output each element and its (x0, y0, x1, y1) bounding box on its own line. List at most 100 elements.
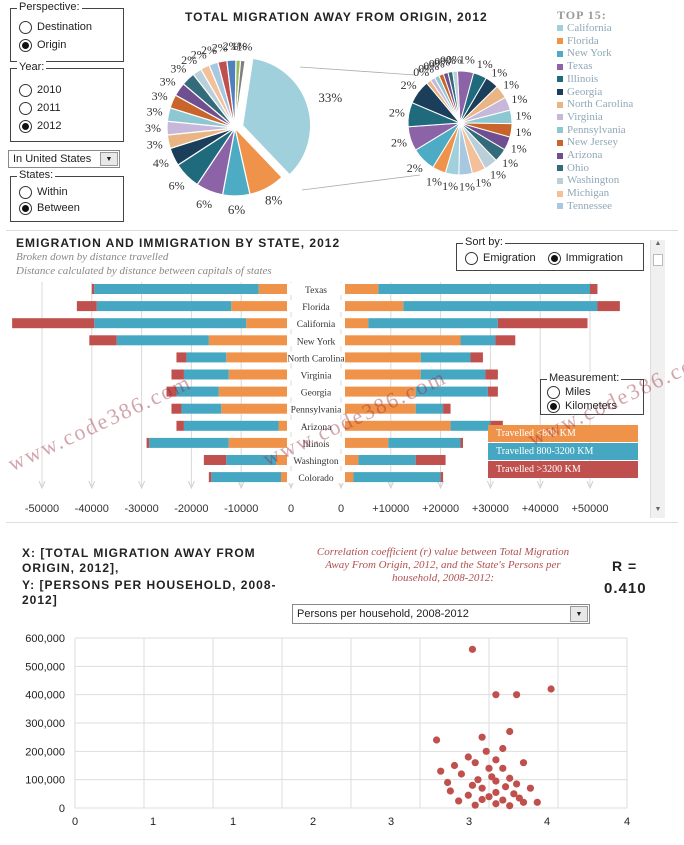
chevron-down-icon[interactable]: ▼ (570, 606, 588, 622)
legend-swatch (557, 152, 563, 159)
scroll-down-icon[interactable]: ▼ (654, 506, 662, 513)
x-tick-label: 0 (72, 816, 78, 828)
pie-label: 0% (434, 55, 450, 69)
pie-label: 1% (237, 40, 253, 54)
radio-kilometers[interactable]: Kilometers (547, 399, 617, 413)
x-tick-label: 1 (150, 816, 156, 828)
radio-miles[interactable]: Miles (547, 385, 617, 399)
radio-circle[interactable] (19, 185, 32, 199)
pie-label: 4% (153, 156, 169, 170)
legend-swatch (557, 190, 563, 197)
radio-circle[interactable] (547, 399, 560, 413)
legend-label: North Carolina (567, 98, 634, 111)
top15-item: Illinois (557, 73, 682, 86)
y-tick-label: 200,000 (25, 746, 65, 758)
legend-swatch (557, 203, 563, 210)
bar-subtitle-1: Broken down by distance travelled (16, 251, 169, 263)
category-label-bg (287, 300, 345, 313)
scroll-thumb[interactable] (653, 254, 663, 266)
bar-segment-immigration (341, 284, 379, 294)
category-label-bg (287, 351, 345, 364)
scroll-up-icon[interactable]: ▲ (654, 240, 662, 247)
pie-label: 0% (418, 62, 434, 76)
pie-title: TOTAL MIGRATION AWAY FROM ORIGIN, 2012 (185, 10, 488, 24)
radio-2010[interactable]: 2010 (19, 81, 61, 99)
radio-circle[interactable] (19, 20, 32, 34)
radio-2012[interactable]: 2012 (19, 117, 61, 135)
pie-slice (452, 70, 461, 124)
perspective-legend: Perspective: (17, 1, 82, 13)
pie-label: 33% (318, 90, 342, 105)
legend-swatch (557, 177, 563, 184)
scatter-point (499, 796, 507, 804)
x-tick-label: -40000 (75, 503, 109, 515)
scrollbar[interactable]: ▲ ▼ (650, 240, 665, 518)
x-tick-label: -20000 (174, 503, 208, 515)
x-tick-label: 3 (388, 816, 394, 828)
radio-circle[interactable] (465, 251, 478, 265)
category-label: Pennsylvania (291, 406, 342, 416)
bar-segment-emigration (203, 455, 227, 465)
scatter-point (485, 793, 493, 801)
category-label-bg (287, 419, 345, 432)
pie-slice (241, 57, 312, 176)
radio-emigration[interactable]: Emigration (465, 249, 536, 267)
scatter-point (492, 788, 500, 797)
bar-segment-immigration (341, 437, 389, 448)
radio-immigration[interactable]: Immigration (547, 249, 623, 267)
pie-label: 2% (181, 53, 197, 67)
x-tick-label: 4 (544, 816, 550, 828)
region-dropdown[interactable]: In United States ▼ (8, 150, 120, 168)
radio-2011[interactable]: 2011 (19, 99, 61, 117)
top15-item: Arizona (557, 149, 682, 162)
pie-label: 2% (223, 39, 239, 53)
radio-circle[interactable] (19, 38, 32, 52)
radio-within[interactable]: Within (19, 184, 80, 200)
bar-segment-emigration (89, 335, 117, 346)
bar-segment-emigration (166, 386, 177, 397)
chevron-down-icon[interactable]: ▼ (100, 152, 118, 166)
category-label-bg (287, 317, 345, 330)
radio-circle[interactable] (547, 251, 561, 265)
radio-circle[interactable] (547, 385, 560, 399)
region-value: In United States (13, 153, 92, 165)
gridline-arrow (437, 480, 445, 490)
category-label-bg (287, 334, 345, 347)
y-tick-label: 100,000 (25, 775, 65, 787)
pie-label: 2% (391, 136, 407, 150)
top15-item: Ohio (557, 162, 682, 175)
bar-segment-emigration (76, 301, 97, 312)
radio-destination[interactable]: Destination (19, 18, 92, 36)
pie-label: 2% (212, 40, 228, 54)
pie-chart: 33%8%6%6%6%4%3%3%3%3%3%3%2%2%2%2%2%1%1%1… (145, 39, 532, 217)
scatter-point (519, 798, 528, 806)
category-label: North Carolina (287, 354, 345, 364)
radio-circle[interactable] (19, 119, 32, 133)
radio-circle[interactable] (19, 201, 32, 215)
top15-list: TOP 15: California Florida New York Texas Il… (557, 8, 682, 213)
radio-circle[interactable] (19, 101, 32, 115)
scatter-point (501, 783, 510, 791)
radio-circle[interactable] (19, 83, 32, 97)
bar-segment-immigration (460, 437, 464, 448)
y-tick-label: 400,000 (25, 690, 65, 702)
top15-item: Washington (557, 174, 682, 187)
scatter-point (446, 787, 454, 795)
legend-swatch (557, 127, 563, 134)
bar-segment-immigration (420, 352, 471, 363)
bar-segment-immigration (341, 335, 461, 346)
legend-swatch (557, 50, 563, 57)
x-tick-label: 1 (230, 816, 236, 828)
scatter-chart: 0 100,000 200,000 300,000 400,000 500,000 600,… (25, 633, 630, 828)
bar-chart: -50000 -40000 -30000 -20000 -10000 0 0 +10000 +2… (12, 282, 620, 515)
variable-dropdown[interactable]: Persons per household, 2008-2012 ▼ (292, 604, 590, 624)
radio-origin[interactable]: Origin (19, 36, 92, 54)
pie-label: 3% (160, 74, 176, 88)
bar-segment-immigration (597, 301, 620, 312)
top15-item: Pennsylvania (557, 124, 682, 137)
bar-segment-emigration (176, 420, 184, 431)
scatter-point (464, 791, 472, 799)
radio-between[interactable]: Between (19, 200, 80, 216)
measurement-legend: Measurement: (547, 372, 622, 384)
pie-label: 0% (429, 56, 445, 70)
